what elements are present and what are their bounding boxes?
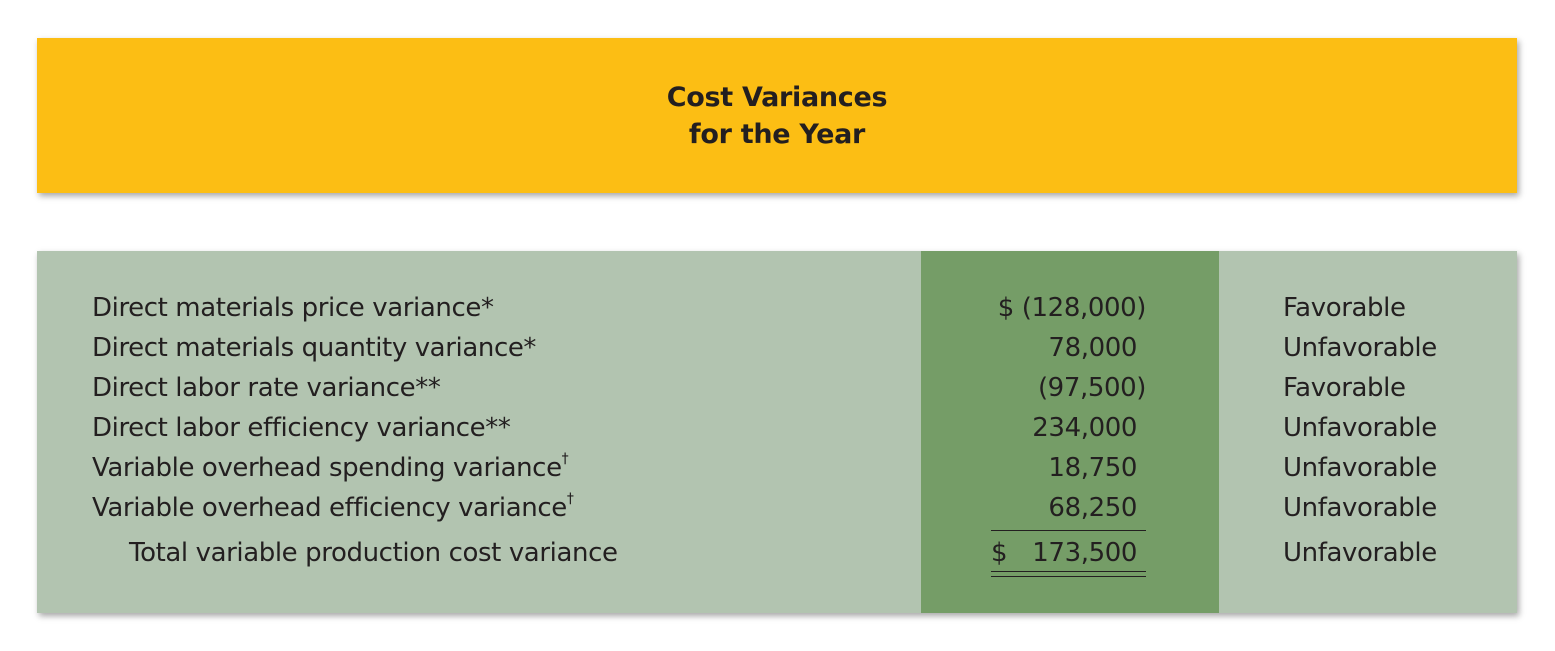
table-row: Direct materials quantity variance* 78,0… bbox=[37, 328, 1517, 368]
row-status: Unfavorable bbox=[1283, 333, 1437, 363]
table-row: Direct labor efficiency variance** 234,0… bbox=[37, 408, 1517, 448]
row-label: Direct labor efficiency variance** bbox=[92, 413, 511, 443]
row-amount: (97,500) bbox=[1037, 373, 1146, 403]
total-double-rule bbox=[991, 571, 1146, 577]
table-row: Direct materials price variance* $ (128,… bbox=[37, 288, 1517, 328]
table-row: Variable overhead efficiency variance† 6… bbox=[37, 488, 1517, 528]
subtotal-rule bbox=[991, 530, 1146, 531]
row-amount: 78,000 bbox=[1048, 333, 1137, 363]
row-label: Direct labor rate variance** bbox=[92, 373, 441, 403]
dagger-footnote-mark: † bbox=[566, 491, 574, 508]
row-status: Favorable bbox=[1283, 293, 1406, 323]
total-value: 173,500 bbox=[1032, 538, 1137, 568]
total-status: Unfavorable bbox=[1283, 538, 1437, 568]
variance-table: Direct materials price variance* $ (128,… bbox=[37, 251, 1517, 613]
table-row: Variable overhead spending variance† 18,… bbox=[37, 448, 1517, 488]
row-status: Unfavorable bbox=[1283, 453, 1437, 483]
row-amount: 68,250 bbox=[1048, 493, 1137, 523]
row-status: Unfavorable bbox=[1283, 413, 1437, 443]
row-amount: 18,750 bbox=[1048, 453, 1137, 483]
row-status: Favorable bbox=[1283, 373, 1406, 403]
title-line-2: for the Year bbox=[688, 118, 866, 150]
row-label: Variable overhead spending variance† bbox=[92, 451, 569, 483]
table-row: Direct labor rate variance** (97,500) Fa… bbox=[37, 368, 1517, 408]
row-status: Unfavorable bbox=[1283, 493, 1437, 523]
amount-column-highlight bbox=[921, 251, 1219, 613]
currency-symbol: $ bbox=[991, 538, 1008, 568]
row-label: Variable overhead efficiency variance† bbox=[92, 491, 574, 523]
total-amount: $ 173,500 bbox=[991, 533, 1146, 573]
total-row: Total variable production cost variance … bbox=[37, 533, 1517, 573]
row-label: Direct materials quantity variance* bbox=[92, 333, 537, 363]
row-amount: 234,000 bbox=[1032, 413, 1137, 443]
title-line-1: Cost Variances bbox=[666, 81, 888, 113]
row-amount: $ (128,000) bbox=[997, 293, 1147, 323]
dagger-footnote-mark: † bbox=[561, 451, 569, 468]
title-banner: Cost Variances for the Year bbox=[37, 38, 1517, 193]
total-label: Total variable production cost variance bbox=[129, 538, 618, 568]
row-label: Direct materials price variance* bbox=[92, 293, 494, 323]
